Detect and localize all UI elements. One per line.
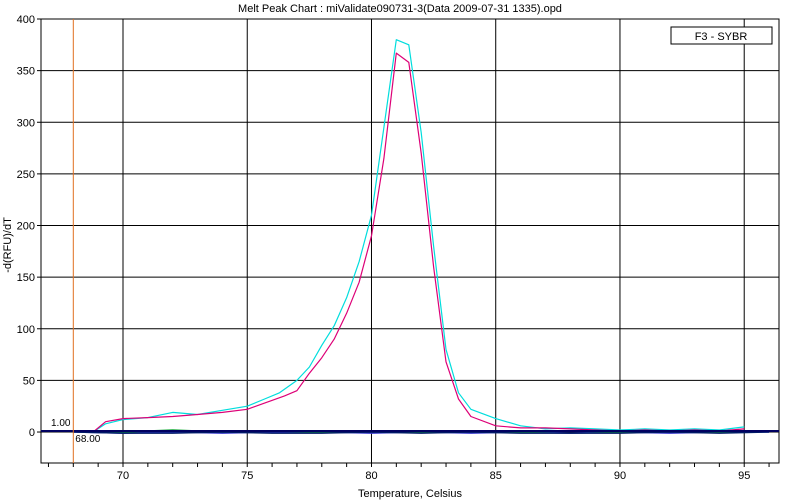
y-tick-label: 300 [17,117,35,129]
x-tick-label: 80 [365,470,377,482]
y-tick-label: 250 [17,169,35,181]
x-tick-label: 75 [241,470,253,482]
x-axis-title: Temperature, Celsius [358,488,462,500]
x-tick-label: 90 [614,470,626,482]
chart-title: Melt Peak Chart : miValidate090731-3(Dat… [238,3,562,15]
legend-label: F3 - SYBR [695,31,748,43]
plot-area [40,18,780,464]
threshold-label: 1.00 [51,418,71,429]
y-tick-label: 400 [17,14,35,26]
series-line-1 [92,39,745,433]
y-tick-label: 150 [17,272,35,284]
y-tick-label: 0 [29,427,35,439]
y-tick-label: 100 [17,324,35,336]
series-line-5 [73,431,770,434]
temperature-marker-label: 68.00 [75,434,100,445]
y-axis-title: -d(RFU)/dT [2,217,14,273]
y-tick-label: 50 [23,375,35,387]
y-tick-label: 200 [17,221,35,233]
x-tick-label: 85 [490,470,502,482]
x-tick-label: 95 [738,470,750,482]
y-tick-label: 350 [17,66,35,78]
x-tick-label: 70 [117,470,129,482]
legend: F3 - SYBR [670,26,773,45]
